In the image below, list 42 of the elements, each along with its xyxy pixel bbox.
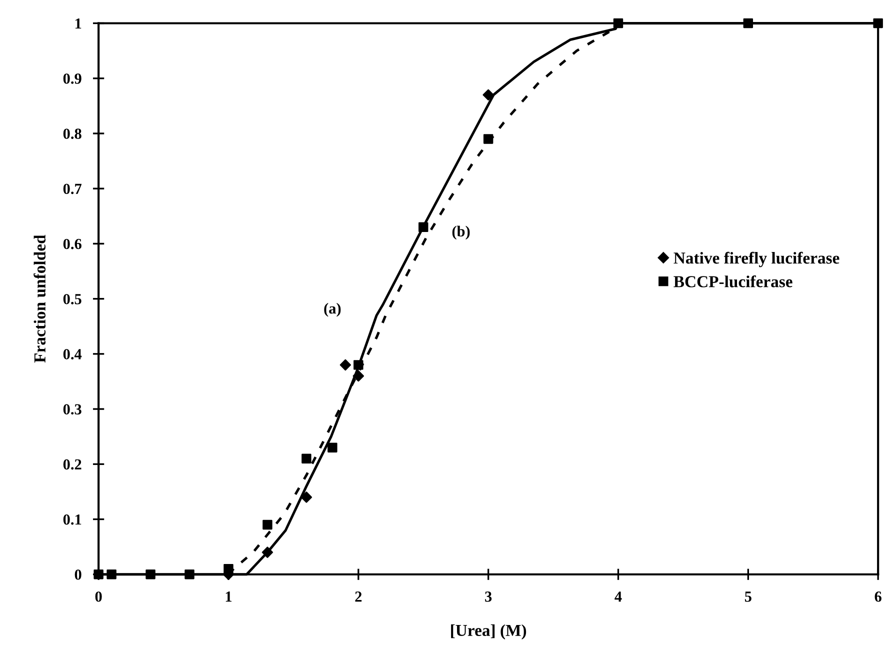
y-tick-label: 0.6 [63, 238, 82, 250]
point [354, 360, 364, 370]
point [482, 89, 494, 100]
y-tick-label: 0.1 [63, 514, 82, 525]
y-tick-label: 0.5 [63, 294, 82, 304]
x-tick-label: 1 [226, 592, 232, 602]
point [184, 570, 194, 580]
y-tick-label: 0.8 [63, 128, 82, 139]
x-tick-label: 6 [874, 592, 882, 602]
y-tick-label: 0.3 [63, 404, 82, 415]
point [352, 370, 364, 382]
legend-label: BCCP-luciferase [674, 275, 792, 288]
point [340, 359, 352, 371]
x-tick-label: 0 [95, 591, 102, 602]
point [146, 570, 156, 580]
y-tick-label: 0 [74, 570, 82, 580]
point [262, 546, 274, 558]
point [300, 492, 312, 503]
y-tick-label: 0.9 [63, 73, 82, 84]
y-tick-label: 0.7 [63, 184, 82, 194]
point [302, 454, 312, 464]
x-tick-label: 3 [485, 592, 492, 602]
annotation: (a) [324, 302, 341, 317]
x-tick-label: 4 [614, 592, 622, 602]
y-axis-title: Fraction unfolded [34, 234, 46, 363]
x-tick-label: 5 [744, 592, 752, 602]
point [224, 564, 234, 574]
x-tick-label: 2 [355, 592, 362, 602]
x-axis-title: [Urea] (M) [451, 624, 526, 640]
point [873, 18, 883, 28]
point [106, 570, 116, 580]
point [483, 134, 494, 144]
y-tick-label: 0.2 [63, 459, 82, 470]
point [743, 18, 754, 28]
annotation: (b) [452, 226, 470, 240]
legend-label: Native firefly luciferase [674, 252, 840, 268]
point [418, 222, 428, 232]
point [613, 18, 624, 28]
y-tick-label: 0.4 [63, 349, 82, 360]
point [328, 442, 338, 452]
y-tick-label: 1 [75, 18, 82, 29]
point [262, 520, 272, 530]
